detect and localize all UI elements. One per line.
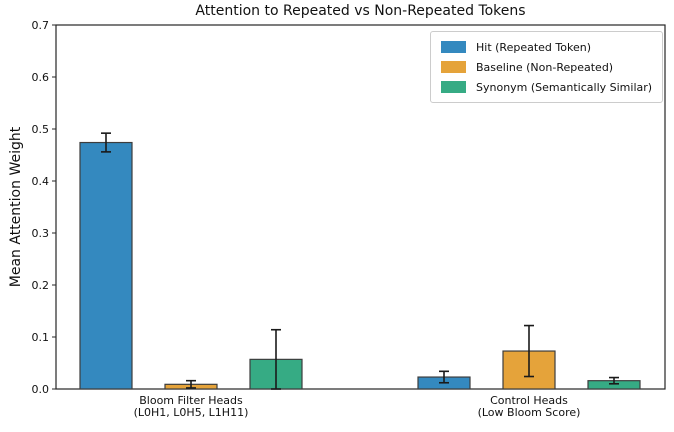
y-tick-label: 0.2 — [32, 279, 50, 292]
legend-label: Baseline (Non-Repeated) — [476, 60, 614, 74]
legend-swatch — [441, 61, 466, 73]
legend-item: Baseline (Non-Repeated) — [441, 57, 658, 77]
y-tick-label: 0.7 — [32, 19, 50, 32]
y-axis-label: Mean Attention Weight — [8, 126, 24, 288]
bar — [79, 141, 133, 390]
x-tick-label: (Low Bloom Score) — [478, 406, 581, 419]
y-tick-label: 0.3 — [32, 227, 50, 240]
x-tick-label: Control Heads — [490, 394, 568, 407]
legend-label: Hit (Repeated Token) — [476, 40, 591, 54]
chart-title: Attention to Repeated vs Non-Repeated To… — [195, 3, 526, 19]
axes-box — [55, 24, 666, 390]
legend-item: Hit (Repeated Token) — [441, 37, 658, 57]
y-tick-label: 0.1 — [32, 331, 50, 344]
y-tick-label: 0.5 — [32, 123, 50, 136]
legend-swatch — [441, 81, 466, 93]
legend-label: Synonym (Semantically Similar) — [476, 80, 653, 94]
y-tick-label: 0.4 — [32, 175, 50, 188]
legend-item: Synonym (Semantically Similar) — [441, 77, 658, 97]
y-tick-label: 0.0 — [32, 383, 50, 396]
legend: Hit (Repeated Token) Baseline (Non-Repea… — [430, 31, 663, 103]
x-tick-label: (L0H1, L0H5, L1H11) — [134, 406, 249, 419]
x-tick-label: Bloom Filter Heads — [139, 394, 243, 407]
y-tick-label: 0.6 — [32, 71, 50, 84]
legend-swatch — [441, 41, 466, 53]
